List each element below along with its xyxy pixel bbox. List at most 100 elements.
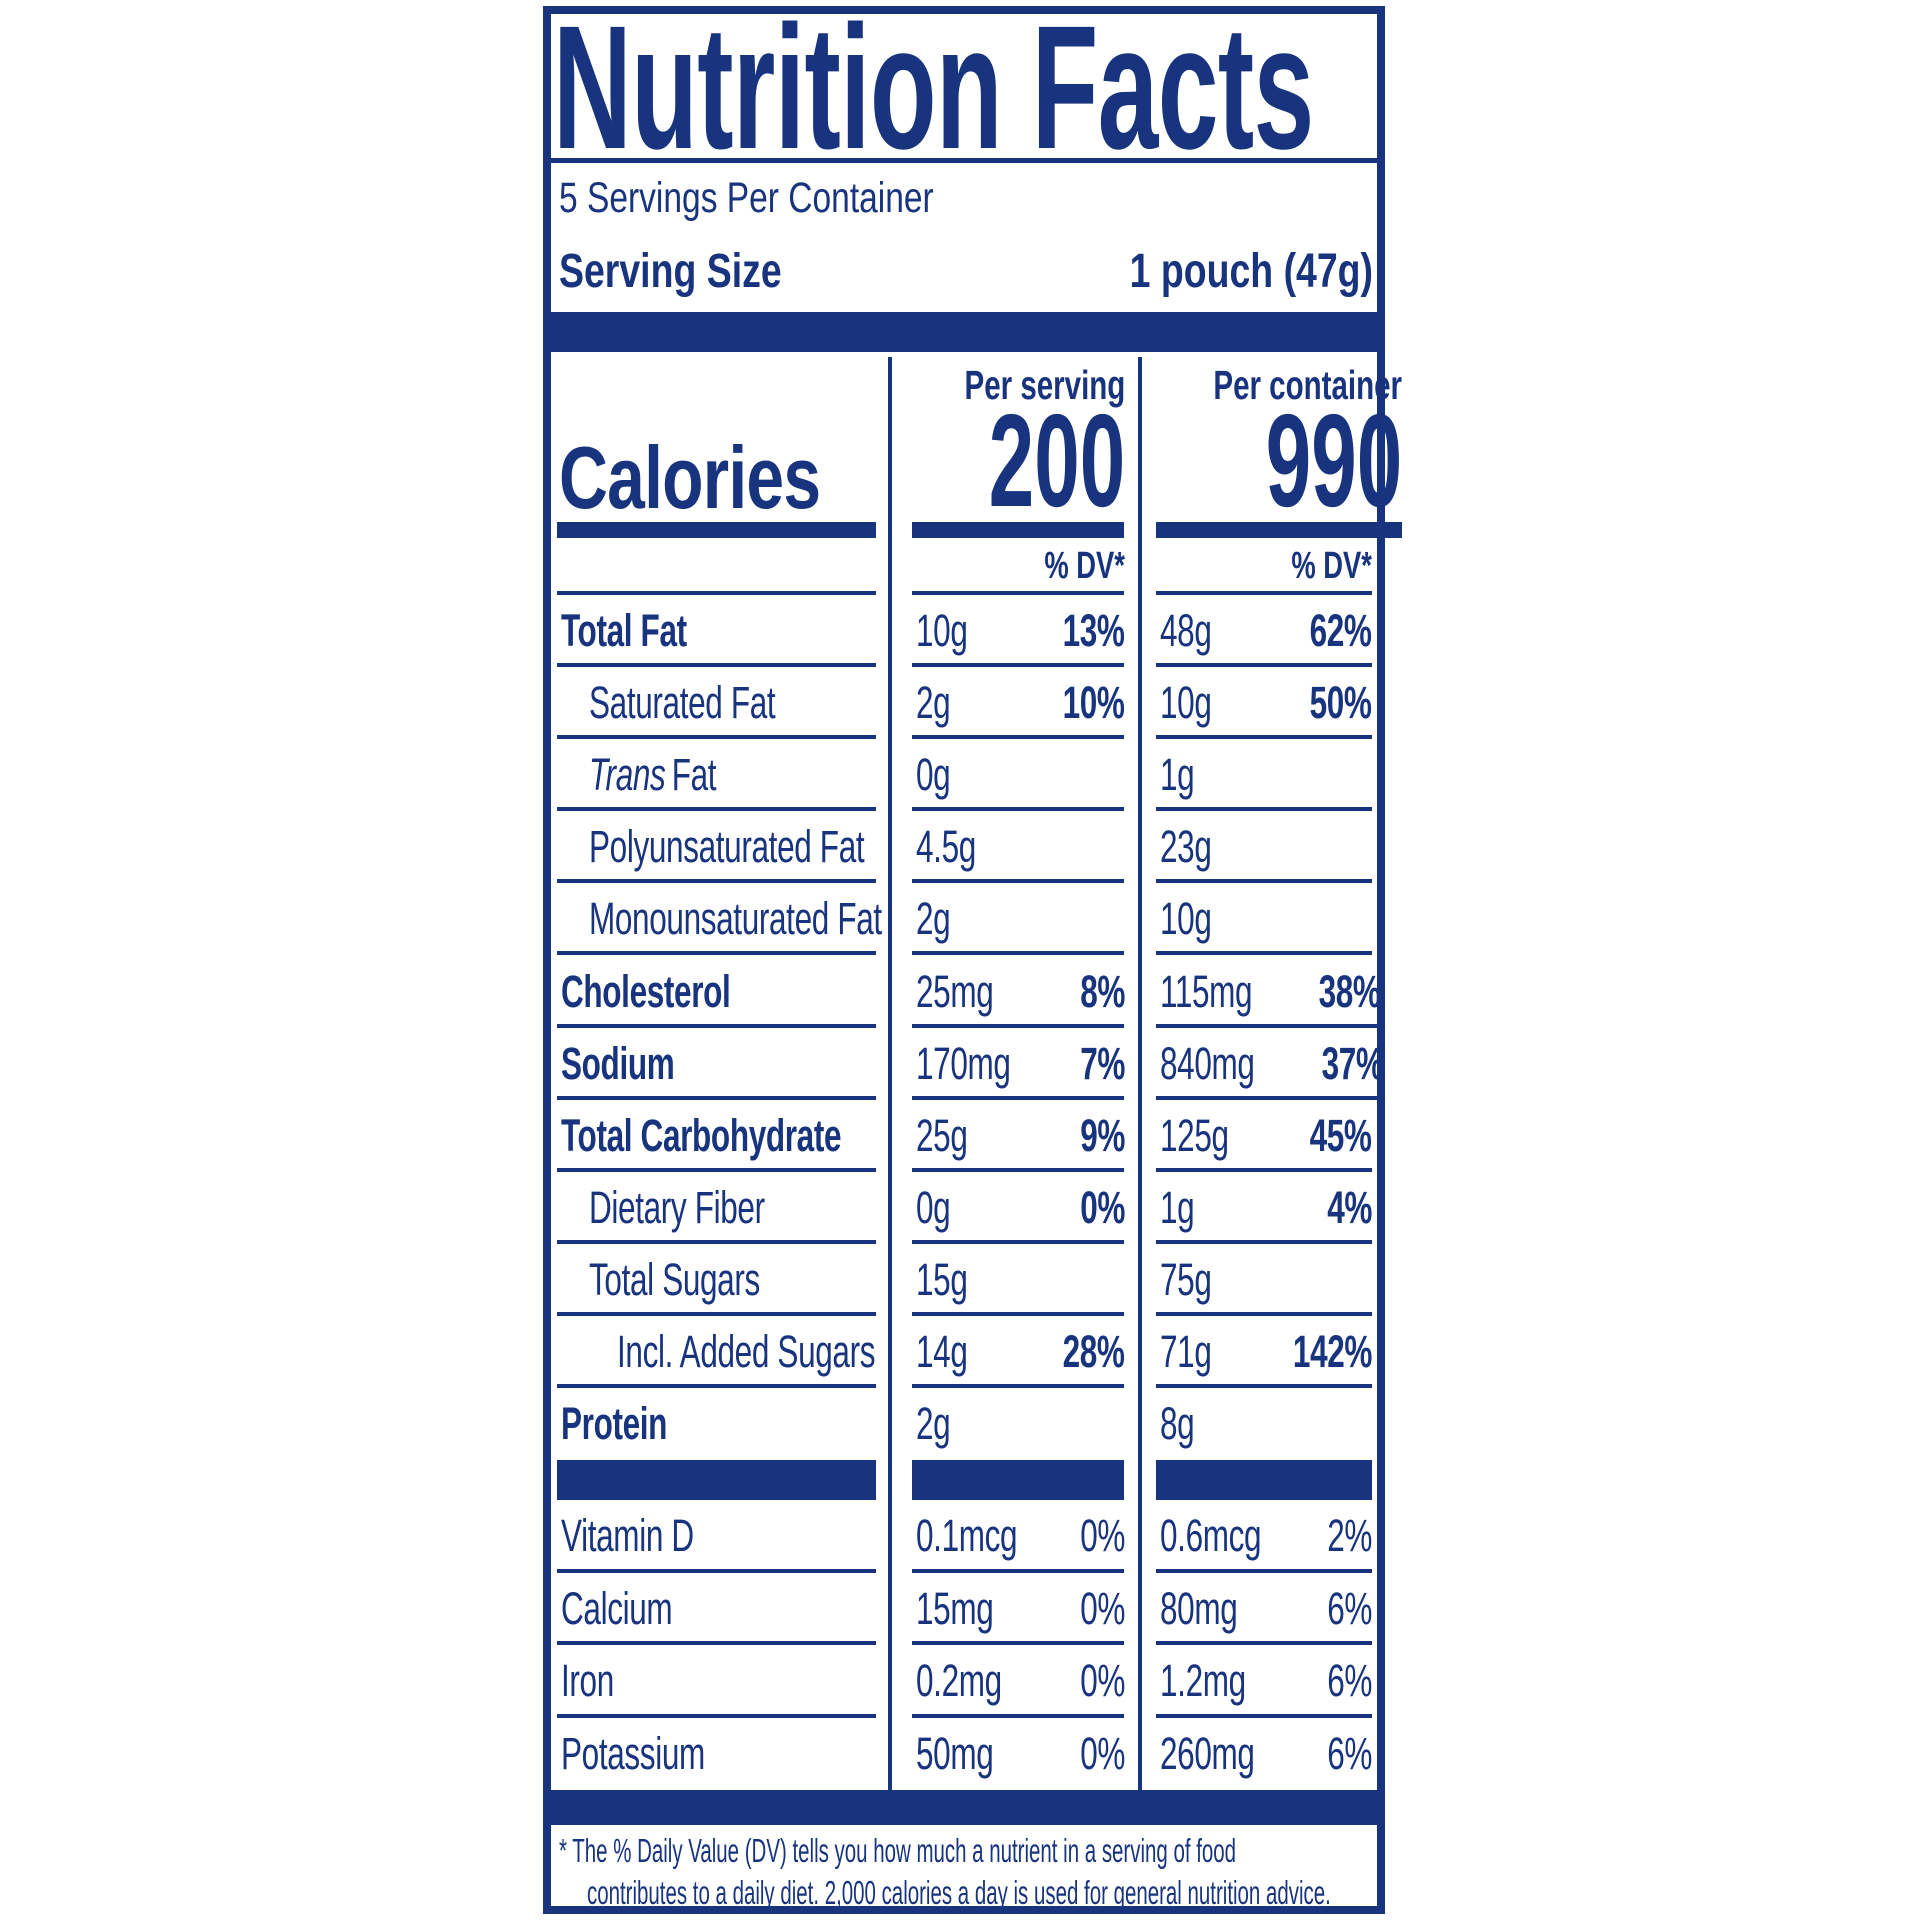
daily-value-percent: 10% (1062, 677, 1125, 729)
nutrient-name: Sodium (561, 1037, 675, 1089)
per-serving-cell: 15g (890, 1244, 1140, 1316)
daily-value-percent: 7% (1080, 1037, 1125, 1089)
per-container-cell: 8g (1140, 1388, 1377, 1460)
amount-value: 4.5g (916, 821, 976, 873)
amount-value: 10g (916, 605, 968, 657)
nutrient-name: Saturated Fat (589, 677, 776, 729)
nutrient-name: Total Carbohydrate (561, 1109, 842, 1161)
divider-bar-right (1156, 1460, 1372, 1501)
title-block: Nutrition Facts (551, 0, 1377, 186)
amount-value: 1g (1160, 749, 1195, 801)
nutrient-row: Total Sugars 15g 75g (551, 1244, 1377, 1316)
amount-value: 260mg (1160, 1727, 1255, 1779)
amount-value: 840mg (1160, 1037, 1255, 1089)
footnote-line-1: * The % Daily Value (DV) tells you how m… (559, 1832, 1237, 1870)
nutrient-name: Potassium (561, 1727, 705, 1779)
divider-bar-middle (912, 1460, 1124, 1501)
daily-value-percent: 6% (1327, 1727, 1372, 1779)
amount-value: 15g (916, 1253, 968, 1305)
calories-label: Calories (559, 428, 821, 527)
per-serving-cell: 170mg 7% (890, 1028, 1140, 1100)
per-serving-cell: 14g 28% (890, 1316, 1140, 1389)
daily-value-percent: 0% (1080, 1582, 1125, 1634)
per-serving-header: Per serving (964, 362, 1125, 408)
daily-value-percent: 2% (1327, 1510, 1372, 1562)
dv-header-spacer (551, 538, 890, 595)
per-container-cell: 840mg 37% (1140, 1028, 1389, 1100)
nutrient-name: Polyunsaturated Fat (589, 821, 865, 873)
per-serving-cell: 50mg 0% (890, 1718, 1140, 1791)
nutrients-table: Total Fat 10g 13% 48g 62% Saturated Fat 2g 10% 1… (551, 595, 1384, 1460)
per-serving-cell: 0.1mcg 0% (890, 1500, 1140, 1573)
amount-value: 25g (916, 1109, 968, 1161)
footnote: * The % Daily Value (DV) tells you how m… (551, 1825, 1377, 1917)
column-divider-2 (1138, 357, 1142, 1793)
per-container-cell: 1g 4% (1140, 1172, 1377, 1244)
label-title: Nutrition Facts (553, 0, 1314, 186)
daily-value-percent: 9% (1080, 1109, 1125, 1161)
per-serving-underline-bar (912, 522, 1124, 538)
per-serving-cell: 10g 13% (890, 595, 1140, 668)
daily-value-percent: 50% (1309, 677, 1372, 729)
per-container-cell: 115mg 38% (1140, 955, 1385, 1028)
per-serving-cell: 2g (890, 883, 1140, 956)
per-container-cell: 48g 62% (1140, 595, 1377, 668)
dv-header-per-serving-cell: % DV* (890, 538, 1140, 595)
nutrient-row: Total Fat 10g 13% 48g 62% (551, 595, 1377, 668)
nutrient-name: Trans Fat (589, 749, 717, 801)
daily-value-percent: 8% (1080, 965, 1125, 1017)
amount-value: 23g (1160, 821, 1212, 873)
daily-value-percent: 6% (1327, 1582, 1372, 1634)
daily-value-percent: 0% (1080, 1655, 1125, 1707)
amount-value: 0g (916, 1181, 951, 1233)
servings-per-container-text: 5 Servings Per Container (559, 173, 934, 222)
vitamin-row: Potassium 50mg 0% 260mg 6% (551, 1718, 1377, 1791)
calories-underline-bar (557, 522, 876, 538)
amount-value: 170mg (916, 1037, 1011, 1089)
amount-value: 0.1mcg (916, 1510, 1018, 1562)
daily-value-percent: 62% (1309, 605, 1372, 657)
nutrition-facts-label: Nutrition Facts 5 Servings Per Container… (543, 0, 1403, 1917)
nutrient-row: Dietary Fiber 0g 0% 1g 4% (551, 1172, 1377, 1244)
amount-value: 115mg (1160, 965, 1253, 1017)
vitamin-row: Calcium 15mg 0% 80mg 6% (551, 1573, 1377, 1646)
vitamins-table: Vitamin D 0.1mcg 0% 0.6mcg 2% Calcium 15mg 0% 80… (551, 1500, 1377, 1790)
nutrient-name: Calcium (561, 1582, 673, 1634)
nutrient-row: Total Carbohydrate 25g 9% 125g 45% (551, 1100, 1377, 1172)
amount-value: 48g (1160, 605, 1212, 657)
nutrient-row: Incl. Added Sugars 14g 28% 71g 142% (551, 1316, 1377, 1389)
amount-value: 2g (916, 1398, 951, 1450)
divider-bar-left (557, 1460, 876, 1501)
nutrient-row: Polyunsaturated Fat 4.5g 23g (551, 811, 1377, 884)
amount-value: 80mg (1160, 1582, 1238, 1634)
per-container-cell: 80mg 6% (1140, 1573, 1377, 1646)
calories-cell: Calories (551, 352, 890, 538)
amount-value: 0.6mcg (1160, 1510, 1262, 1562)
servings-per-container-line: 5 Servings Per Container (551, 163, 1377, 225)
amount-value: 0.2mg (916, 1655, 1002, 1707)
amount-value: 8g (1160, 1398, 1195, 1450)
nutrient-name: Monounsaturated Fat (589, 893, 882, 945)
per-container-cell: 71g 142% (1140, 1316, 1377, 1389)
daily-value-percent: 0% (1080, 1510, 1125, 1562)
per-container-cell: 1.2mg 6% (1140, 1645, 1377, 1718)
nutrient-row: Saturated Fat 2g 10% 10g 50% (551, 667, 1377, 740)
per-serving-cell: 15mg 0% (890, 1573, 1140, 1646)
nutrient-row: Cholesterol 25mg 8% 115mg 38% (551, 955, 1381, 1028)
nutrient-row: Sodium 170mg 7% 840mg 37% (551, 1028, 1384, 1100)
per-container-cell: 75g (1140, 1244, 1377, 1316)
serving-size-row: Serving Size 1 pouch (47g) (551, 225, 1377, 312)
per-serving-cell: 25g 9% (890, 1100, 1140, 1172)
daily-value-percent: 0% (1080, 1727, 1125, 1779)
daily-value-percent: 28% (1062, 1325, 1125, 1377)
nutrient-row: Protein 2g 8g (551, 1388, 1377, 1460)
daily-value-percent: 142% (1292, 1325, 1373, 1377)
daily-value-percent: 4% (1327, 1181, 1372, 1233)
nutrient-name: Protein (561, 1398, 668, 1450)
amount-value: 15mg (916, 1582, 994, 1634)
per-serving-cell: 2g 10% (890, 667, 1140, 740)
per-container-cell: 1g (1140, 739, 1377, 812)
nutrient-name: Vitamin D (561, 1510, 694, 1562)
nutrient-row: Trans Fat 0g 1g (551, 739, 1377, 812)
